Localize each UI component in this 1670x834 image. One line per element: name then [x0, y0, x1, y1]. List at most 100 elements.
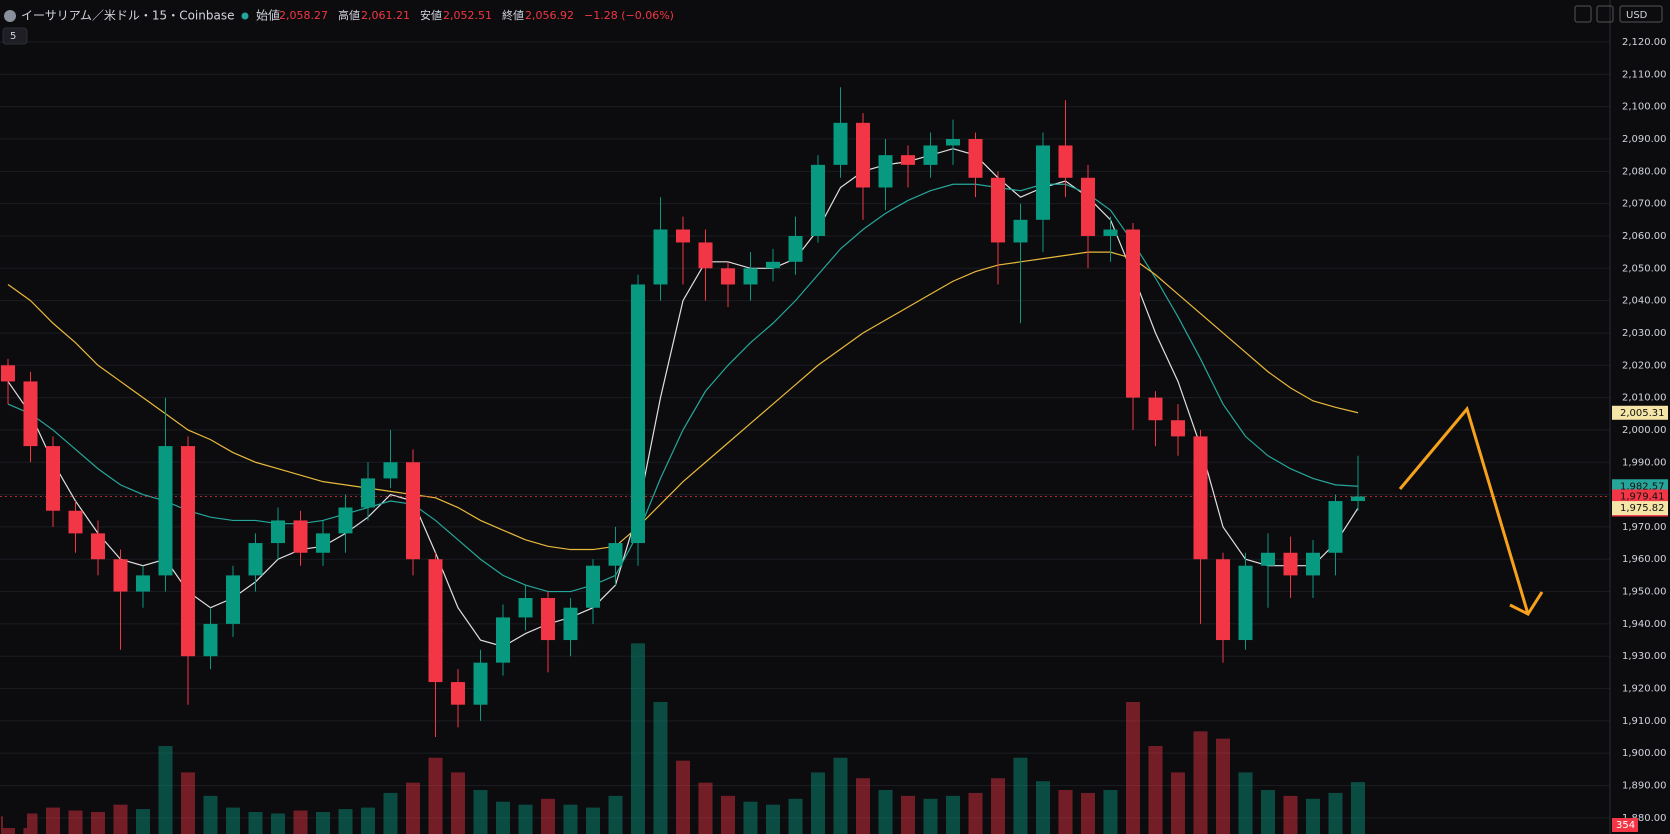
volume-bar: [833, 757, 848, 834]
symbol: イーサリアム／米ドル・15・Coinbase: [21, 9, 234, 23]
currency-button[interactable]: [1619, 5, 1663, 23]
volume-bar: [1126, 702, 1140, 834]
volume-bar: [271, 813, 285, 834]
volume-bar: [653, 702, 668, 834]
candle-body: [1, 365, 15, 382]
volume-bar: [743, 801, 758, 834]
refresh-button[interactable]: [1596, 5, 1614, 23]
candle-body: [856, 122, 870, 188]
volume-bar: [991, 778, 1005, 834]
y-tick-label: 2,090.00: [1622, 134, 1667, 145]
candle-body: [428, 559, 443, 683]
y-tick-label: 2,030.00: [1622, 328, 1667, 339]
volume-bar: [766, 804, 780, 834]
candle-body: [923, 145, 938, 165]
volume-bar: [946, 795, 960, 834]
volume-bar: [383, 792, 398, 834]
volume-bar: [1351, 782, 1365, 834]
candle-body: [1216, 559, 1230, 641]
arrow-head: [1509, 591, 1544, 616]
candle-body: [113, 559, 128, 592]
volume-bar: [473, 790, 488, 834]
close-value: 2,056.92: [525, 9, 574, 22]
volume-bar: [788, 798, 803, 834]
volume-bar: [811, 772, 825, 834]
candle-body: [721, 268, 735, 285]
symbol-icon: [4, 10, 16, 22]
candle-body: [766, 261, 780, 269]
volume-bar: [293, 810, 308, 834]
volume-bar: [158, 746, 173, 834]
volume-bar: [923, 798, 938, 834]
volume-bar: [496, 801, 510, 834]
volume-bar: [451, 772, 465, 834]
volume-bar: [1216, 738, 1230, 834]
price-marker: [1612, 501, 1668, 516]
candle-body: [1013, 219, 1028, 243]
candle-body: [338, 507, 353, 534]
interval-text[interactable]: 5: [10, 31, 16, 42]
y-tick-label: 2,080.00: [1622, 166, 1667, 177]
open-value: 2,058.27: [279, 9, 328, 22]
y-tick-label: 2,020.00: [1622, 360, 1667, 371]
volume-bar: [1058, 790, 1073, 834]
y-tick-label: 2,000.00: [1622, 425, 1667, 436]
volume-bar: [203, 795, 218, 834]
price-marker-label: 2,005.31: [1620, 408, 1665, 419]
currency-text[interactable]: USD: [1626, 10, 1648, 21]
candle-body: [158, 446, 173, 576]
candle-body: [406, 462, 420, 560]
high-value: 2,061.21: [361, 9, 410, 22]
volume-marker-label: 354: [1616, 820, 1635, 831]
candle-body: [1148, 397, 1163, 421]
volume-marker: [1612, 818, 1638, 832]
volume-bar: [1261, 790, 1275, 834]
volume-bar: [518, 804, 533, 834]
volume-bar: [1013, 757, 1028, 834]
volume-bar: [541, 798, 555, 834]
y-tick-label: 1,930.00: [1622, 651, 1667, 662]
candle-body: [811, 164, 825, 236]
y-tick-label: 1,990.00: [1622, 457, 1667, 468]
candle-body: [946, 139, 960, 146]
volume-bar: [631, 643, 645, 834]
y-tick-label: 2,110.00: [1622, 69, 1667, 80]
y-tick-label: 1,910.00: [1622, 716, 1667, 727]
volume-bar: [248, 812, 263, 834]
candle-body: [293, 520, 308, 553]
volume-bar: [1306, 798, 1320, 834]
candle-body: [1036, 145, 1050, 220]
low-label: 安値: [420, 8, 442, 22]
price-marker-label: 1,975.82: [1620, 503, 1665, 514]
volume-bar: [1103, 790, 1118, 834]
volume-bar: [316, 812, 330, 834]
volume-bar: [563, 804, 578, 834]
volume-bar: [901, 795, 915, 834]
price-marker-label: 1,982.57: [1620, 481, 1665, 492]
candle-body: [991, 177, 1005, 243]
volume-bar: [721, 795, 735, 834]
candle-body: [788, 235, 803, 262]
close-label: 終値: [502, 8, 524, 22]
candle-body: [1103, 229, 1118, 236]
candle-body: [496, 617, 510, 663]
price-marker: [1612, 489, 1668, 504]
volume-bar: [1283, 795, 1298, 834]
candle-body: [833, 122, 848, 165]
candle-body: [878, 155, 893, 188]
status-dot: [241, 12, 249, 20]
y-tick-label: 2,120.00: [1622, 37, 1667, 48]
y-tick-label: 1,970.00: [1622, 522, 1667, 533]
volume-bar: [181, 772, 195, 834]
candle-body: [1081, 177, 1095, 236]
candle-body: [1193, 436, 1208, 560]
y-tick-label: 1,880.00: [1622, 813, 1667, 824]
y-tick-label: 2,040.00: [1622, 296, 1667, 307]
download-button[interactable]: [1574, 5, 1592, 23]
candle-body: [653, 229, 668, 285]
candle-body: [1238, 565, 1253, 641]
volume-bar: [1171, 772, 1185, 834]
candle-body: [541, 598, 555, 641]
interval-button[interactable]: [2, 27, 28, 45]
low-value: 2,052.51: [443, 9, 492, 22]
